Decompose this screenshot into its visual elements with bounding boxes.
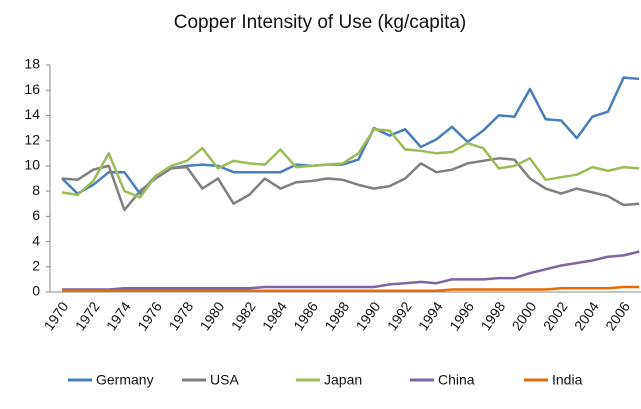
y-tick-label: 14 [24, 106, 40, 122]
x-tick-label: 1996 [446, 299, 477, 334]
x-tick-label: 1992 [384, 299, 415, 334]
y-tick-label: 0 [32, 283, 40, 299]
x-tick-label: 2002 [540, 299, 571, 334]
y-tick-label: 18 [24, 56, 40, 72]
x-tick-label: 1970 [41, 299, 72, 334]
series-line [61, 128, 640, 199]
y-tick-label: 6 [32, 207, 40, 223]
x-tick-label: 1974 [103, 299, 134, 334]
series-line [61, 157, 640, 212]
y-tick-label: 16 [24, 81, 40, 97]
legend-label: USA [210, 372, 239, 388]
x-tick-label: 2004 [571, 299, 602, 334]
x-tick-label: 2000 [509, 299, 540, 334]
x-tick-label: 1976 [134, 299, 165, 334]
x-tick-label: 1984 [259, 299, 290, 334]
x-tick-label: 1986 [290, 299, 321, 334]
x-tick-label: 1972 [72, 299, 103, 334]
legend-label: Germany [96, 372, 154, 388]
legend-label: India [552, 372, 583, 388]
y-tick-label: 12 [24, 131, 40, 147]
x-tick-label: 1978 [165, 299, 196, 334]
x-tick-label: 1990 [353, 299, 384, 334]
y-tick-label: 8 [32, 182, 40, 198]
x-tick-label: 2006 [602, 299, 633, 334]
y-tick-label: 10 [24, 157, 40, 173]
x-tick-label: 1988 [321, 299, 352, 334]
x-tick-label: 1982 [228, 299, 259, 334]
x-tick-label: 1980 [197, 299, 228, 334]
y-tick-label: 2 [32, 257, 40, 273]
chart-title: Copper Intensity of Use (kg/capita) [174, 12, 467, 33]
y-tick-label: 4 [32, 232, 40, 248]
x-tick-label: 1998 [477, 299, 508, 334]
legend-label: China [438, 372, 475, 388]
series-line [61, 76, 640, 195]
series-line [62, 285, 640, 292]
legend-label: Japan [324, 372, 362, 388]
x-tick-label: 1994 [415, 299, 446, 334]
series-line [62, 250, 640, 291]
